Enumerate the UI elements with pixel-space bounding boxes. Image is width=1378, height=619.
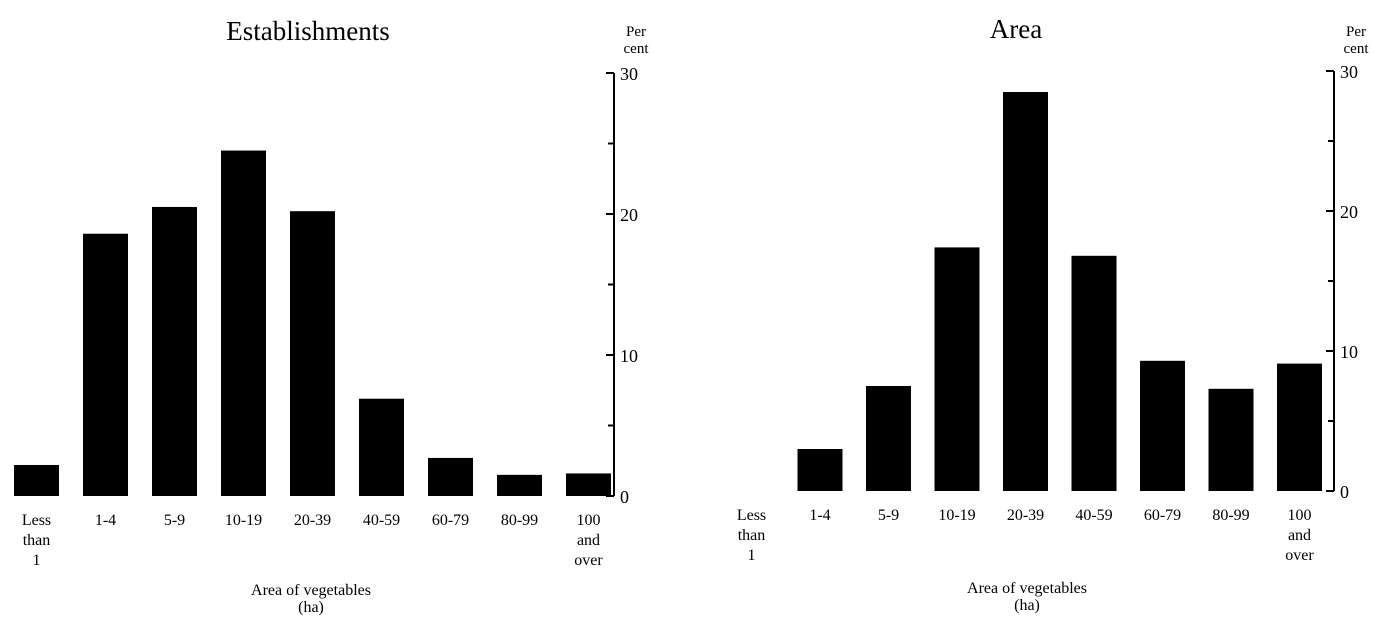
category-label-establishments-8: over bbox=[574, 552, 603, 569]
category-label-establishments-0: Less bbox=[22, 512, 51, 529]
category-label-establishments-7: 80-99 bbox=[501, 512, 538, 529]
category-label-area-4: 20-39 bbox=[1007, 507, 1044, 524]
category-label-establishments-8: and bbox=[577, 532, 600, 549]
bar-establishments-0 bbox=[14, 464, 59, 496]
bar-establishments-3 bbox=[221, 150, 266, 497]
bar-area-6 bbox=[1140, 360, 1185, 491]
bar-establishments-4 bbox=[290, 211, 335, 496]
y-axis-label-area: Per bbox=[1346, 24, 1366, 40]
y-tick-label-area-20: 20 bbox=[1340, 202, 1358, 222]
category-label-area-7: 80-99 bbox=[1212, 507, 1249, 524]
x-axis-label-establishments: Area of vegetables bbox=[251, 582, 371, 599]
category-label-establishments-8: 100 bbox=[577, 512, 601, 529]
y-tick-label-establishments-10: 10 bbox=[620, 346, 638, 366]
bar-establishments-5 bbox=[359, 398, 404, 496]
y-tick-label-area-0: 0 bbox=[1340, 482, 1349, 502]
category-label-establishments-6: 60-79 bbox=[432, 512, 469, 529]
y-axis-label-establishments: cent bbox=[624, 41, 650, 57]
bar-area-2 bbox=[866, 386, 911, 491]
chart-title-establishments: Establishments bbox=[226, 16, 390, 46]
category-label-area-8: 100 bbox=[1288, 507, 1312, 524]
bar-area-5 bbox=[1071, 255, 1117, 491]
y-tick-label-establishments-30: 30 bbox=[620, 64, 638, 84]
bar-area-1 bbox=[797, 449, 843, 491]
category-label-establishments-4: 20-39 bbox=[294, 512, 331, 529]
bar-area-8 bbox=[1277, 363, 1322, 491]
x-axis-label-area: (ha) bbox=[1014, 597, 1040, 614]
bar-area-4 bbox=[1003, 92, 1048, 491]
category-label-area-0: 1 bbox=[748, 547, 756, 564]
category-label-area-1: 1-4 bbox=[809, 507, 830, 524]
x-axis-label-area: Area of vegetables bbox=[967, 580, 1087, 597]
bar-establishments-1 bbox=[83, 233, 128, 497]
y-axis-label-establishments: Per bbox=[626, 24, 646, 40]
bar-establishments-8 bbox=[566, 473, 611, 496]
y-tick-label-establishments-20: 20 bbox=[620, 205, 638, 225]
chart-title-area: Area bbox=[990, 14, 1042, 44]
category-label-establishments-0: than bbox=[23, 532, 51, 549]
y-tick-label-establishments-0: 0 bbox=[620, 487, 629, 507]
bar-area-7 bbox=[1208, 388, 1254, 491]
category-label-establishments-0: 1 bbox=[33, 552, 41, 569]
category-label-area-5: 40-59 bbox=[1075, 507, 1112, 524]
bar-area-3 bbox=[934, 247, 980, 491]
bar-establishments-7 bbox=[497, 474, 542, 496]
category-label-area-2: 5-9 bbox=[878, 507, 899, 524]
category-label-area-8: and bbox=[1288, 527, 1311, 544]
category-label-establishments-3: 10-19 bbox=[225, 512, 262, 529]
category-label-establishments-5: 40-59 bbox=[363, 512, 400, 529]
y-axis-label-area: cent bbox=[1344, 41, 1370, 57]
category-label-area-3: 10-19 bbox=[938, 507, 975, 524]
category-label-area-0: than bbox=[738, 527, 766, 544]
y-tick-label-area-10: 10 bbox=[1340, 342, 1358, 362]
category-label-area-0: Less bbox=[737, 507, 766, 524]
x-axis-label-establishments: (ha) bbox=[298, 599, 324, 616]
category-label-establishments-1: 1-4 bbox=[95, 512, 116, 529]
y-tick-label-area-30: 30 bbox=[1340, 62, 1358, 82]
category-label-establishments-2: 5-9 bbox=[164, 512, 185, 529]
bar-establishments-6 bbox=[428, 457, 473, 496]
category-label-area-6: 60-79 bbox=[1144, 507, 1181, 524]
category-label-area-8: over bbox=[1285, 547, 1314, 564]
bar-establishments-2 bbox=[152, 206, 197, 496]
